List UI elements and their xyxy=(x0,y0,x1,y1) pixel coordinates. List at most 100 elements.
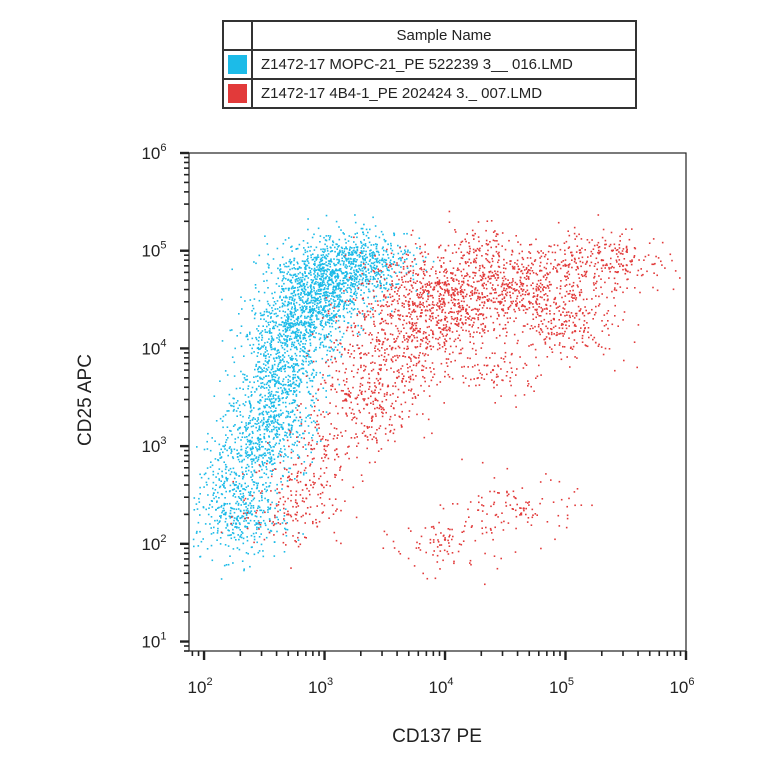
point-blue xyxy=(257,448,260,451)
point-blue xyxy=(247,491,250,494)
point-blue xyxy=(257,346,260,349)
point-red xyxy=(296,436,298,438)
point-red xyxy=(349,343,351,346)
point-blue xyxy=(249,331,251,334)
point-blue xyxy=(264,488,266,490)
point-blue xyxy=(340,246,343,249)
point-red xyxy=(339,342,341,345)
point-blue xyxy=(238,538,240,541)
point-blue xyxy=(321,259,324,261)
point-red xyxy=(479,267,481,270)
point-red xyxy=(296,511,298,514)
point-blue xyxy=(274,385,276,388)
point-red xyxy=(505,294,508,297)
point-red xyxy=(577,267,579,270)
point-blue xyxy=(265,370,267,373)
point-blue xyxy=(307,297,309,300)
point-blue xyxy=(338,251,341,254)
point-blue xyxy=(323,334,325,337)
point-red xyxy=(436,283,439,285)
point-blue xyxy=(216,500,218,502)
point-blue xyxy=(308,360,310,363)
point-blue xyxy=(269,470,272,472)
point-blue xyxy=(353,303,355,306)
point-red xyxy=(323,486,325,489)
point-red xyxy=(461,291,464,293)
point-blue xyxy=(315,326,318,329)
point-red xyxy=(549,271,551,274)
point-blue xyxy=(278,336,281,338)
point-blue xyxy=(371,309,374,311)
point-blue xyxy=(342,264,345,266)
point-red xyxy=(481,283,484,286)
point-red xyxy=(231,516,233,518)
point-blue xyxy=(283,467,286,469)
point-blue xyxy=(298,295,300,298)
point-blue xyxy=(277,334,280,336)
point-red xyxy=(608,268,611,270)
point-blue xyxy=(282,460,285,462)
point-blue xyxy=(345,304,348,306)
point-blue xyxy=(241,515,243,517)
point-blue xyxy=(231,268,233,271)
point-blue xyxy=(243,568,245,570)
point-red xyxy=(330,388,332,391)
data-points xyxy=(192,210,681,586)
point-red xyxy=(287,513,290,516)
point-blue xyxy=(325,291,327,293)
point-red xyxy=(384,349,386,351)
point-blue xyxy=(371,252,374,254)
point-red xyxy=(302,514,304,517)
point-blue xyxy=(361,250,363,253)
point-red xyxy=(510,287,513,289)
point-blue xyxy=(290,308,293,310)
point-red xyxy=(416,346,419,348)
point-blue xyxy=(260,495,263,497)
point-blue xyxy=(288,388,290,390)
point-blue xyxy=(298,329,300,331)
point-blue xyxy=(251,473,254,476)
point-red xyxy=(458,311,460,313)
point-red xyxy=(342,362,344,365)
point-red xyxy=(441,311,443,313)
point-blue xyxy=(295,354,298,357)
point-blue xyxy=(300,323,303,326)
point-blue xyxy=(211,500,213,502)
point-blue xyxy=(228,447,231,450)
point-blue xyxy=(286,393,288,395)
point-red xyxy=(316,423,318,426)
point-blue xyxy=(236,519,239,521)
point-blue xyxy=(271,398,273,400)
point-blue xyxy=(218,506,220,509)
point-blue xyxy=(310,287,312,289)
point-red xyxy=(504,300,506,302)
point-red xyxy=(515,289,517,292)
point-red xyxy=(342,390,344,392)
point-red xyxy=(439,282,441,284)
point-blue xyxy=(249,406,252,409)
point-blue xyxy=(269,529,272,532)
point-blue xyxy=(287,314,289,316)
point-blue xyxy=(400,250,402,253)
point-red xyxy=(366,427,369,429)
point-red xyxy=(399,314,402,316)
point-red xyxy=(608,266,610,269)
point-blue xyxy=(262,519,265,522)
point-blue xyxy=(350,236,353,238)
point-blue xyxy=(253,351,255,353)
point-blue xyxy=(360,269,362,272)
point-red xyxy=(581,247,583,250)
point-blue xyxy=(276,516,278,519)
point-blue xyxy=(267,321,269,324)
point-blue xyxy=(241,560,244,562)
point-blue xyxy=(389,275,392,277)
point-blue xyxy=(370,262,373,264)
point-blue xyxy=(303,278,306,280)
point-blue xyxy=(370,270,372,273)
point-blue xyxy=(363,239,365,241)
point-blue xyxy=(323,305,326,308)
point-blue xyxy=(376,257,379,260)
point-blue xyxy=(291,276,294,279)
point-red xyxy=(348,393,350,396)
point-blue xyxy=(313,289,315,292)
